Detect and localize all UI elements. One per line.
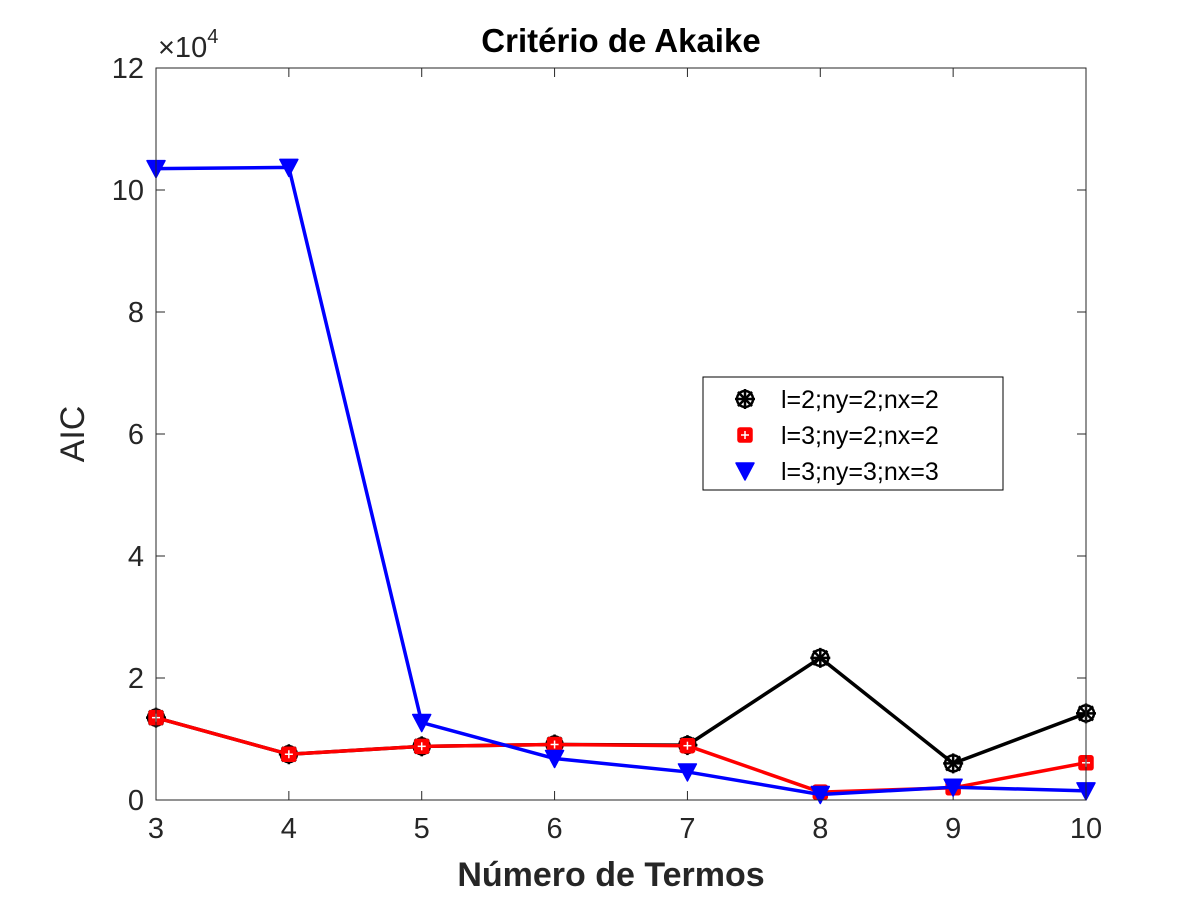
y-tick-label: 0 [128,785,144,817]
y-tick-label: 8 [128,297,144,329]
series-line [155,165,1087,797]
x-tick-label: 3 [148,813,164,845]
legend-marker [735,462,755,481]
data-point [810,785,831,805]
x-tick-label: 7 [679,813,695,845]
y-tick-label: 2 [128,663,144,695]
series-layer [146,158,1096,805]
data-point [679,737,696,754]
legend-label: l=3;ny=2;nx=2 [781,422,939,450]
data-point [546,736,563,753]
y-tick-label: 4 [128,541,144,573]
chart-title: Critério de Akaike [481,22,760,59]
x-tick-label: 6 [547,813,563,845]
data-point [411,713,432,733]
data-point [279,158,299,178]
legend-label: l=3;ny=3;nx=3 [781,458,939,486]
legend: l=2;ny=2;nx=2 l=3;ny=2;nx=2 l=3;ny=3;nx=3 [702,376,1004,491]
legend-marker [735,389,755,409]
x-tick-label: 9 [945,813,961,845]
y-axis-exponent-power: 4 [207,26,218,48]
x-tick-label: 10 [1070,813,1102,845]
data-point [281,746,297,762]
x-axis-title: Número de Termos [457,856,764,894]
data-point [943,753,964,774]
x-tick-label: 4 [281,813,297,845]
y-axis-exponent-base: ×10 [158,32,207,64]
labels-layer: 3 4 5 6 7 8 9 10 0 2 4 6 8 10 12 [112,53,1102,845]
plot-frame [155,67,1087,801]
y-axis-title: AIC [54,406,92,463]
x-tick-label: 8 [812,813,828,845]
x-tick-label: 5 [414,813,430,845]
y-tick-label: 12 [112,53,144,85]
y-tick-label: 10 [112,175,144,207]
data-point [544,749,565,769]
legend-label: l=2;ny=2;nx=2 [781,386,939,414]
data-point [810,647,831,668]
y-axis-exponent: ×104 [158,26,218,64]
data-point [677,763,698,782]
data-point [413,738,430,755]
data-point [943,778,963,797]
y-tick-label: 6 [128,419,144,451]
series-3 [146,158,1096,805]
legend-marker [737,427,753,443]
